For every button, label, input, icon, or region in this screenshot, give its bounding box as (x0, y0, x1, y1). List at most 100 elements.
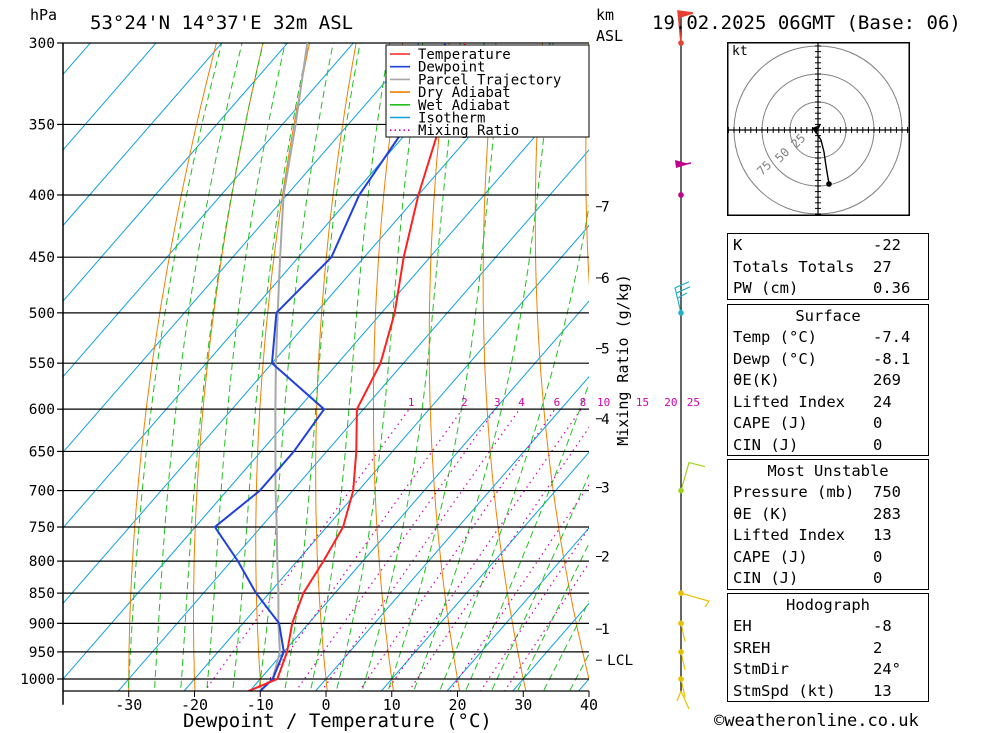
surface-row: θE(K) 269 (728, 369, 928, 391)
legend-label: Isotherm (418, 111, 485, 127)
dry-adiabat-line (635, 7, 731, 710)
pressure-tick-label: 900 (29, 616, 55, 632)
wind-barb-line (680, 461, 706, 491)
legend-label: Temperature (418, 47, 511, 63)
mixing-ratio-axis-title: Mixing Ratio (g/kg) (614, 274, 632, 446)
isotherm-line (63, 43, 354, 378)
row-label: CIN (J) (733, 435, 799, 454)
row-value: 0 (873, 414, 883, 432)
dry-adiabat-line (128, 43, 217, 691)
pressure-tick-label: 400 (29, 188, 55, 204)
row-label: CAPE (J) (733, 414, 808, 432)
wind-barb-flag (677, 10, 694, 44)
mixing-ratio-label: 20 (664, 396, 677, 409)
surface-row: Temp (°C) -7.4 (728, 326, 928, 348)
hodo-table-row: StmSpd (kt) 13 (728, 680, 928, 702)
hodo-table-row: SREH 2 (728, 637, 928, 659)
surface-row: CAPE (J) 0 (728, 412, 928, 434)
surface-row: Dewp (°C) -8.1 (728, 348, 928, 370)
wet-adiabat-line (232, 43, 309, 691)
most-unstable-row: CIN (J) 0 (728, 567, 928, 589)
wet-adiabat-line (180, 43, 264, 691)
wet-adiabat-line (127, 43, 223, 691)
dry-adiabat-line (585, 43, 589, 287)
index-row-totals: Totals Totals 27 (733, 257, 892, 276)
index-row-k: K -22 (733, 236, 901, 254)
wind-barb (678, 676, 686, 698)
legend-label: Parcel Trajectory (418, 72, 561, 88)
wind-barb (675, 159, 692, 198)
pressure-tick-label: 700 (29, 484, 55, 500)
hodograph-unit-label: kt (732, 44, 748, 59)
mixing-ratio-line (503, 561, 589, 691)
dry-adiabat-line (193, 43, 264, 691)
storm-motion-marker (812, 125, 820, 134)
wind-barb-line (680, 623, 686, 642)
dry-adiabat-line (534, 43, 589, 682)
pressure-tick-label: 800 (29, 554, 55, 570)
dry-adiabat-line (957, 7, 1000, 710)
row-label: SREH (733, 638, 771, 657)
row-label: StmDir (733, 660, 789, 678)
row-label: Lifted Index (733, 392, 845, 411)
height-tick-label: 3 (601, 481, 610, 497)
surface-table: Surface Temp (°C) -7.4 Dewp (°C) -8.1 θE(K) 2… (727, 304, 929, 456)
isotherm-line (63, 43, 223, 227)
row-value: 269 (873, 371, 901, 389)
row-label: Dewp (°C) (733, 349, 817, 368)
height-unit-asl-label: ASL (596, 27, 624, 45)
row-value: 0 (873, 547, 883, 566)
legend-label: Dewpoint (418, 60, 485, 76)
temperature-tick-label: 10 (383, 696, 401, 714)
mixing-ratio-line (295, 408, 496, 691)
pressure-tick-label: 850 (29, 586, 55, 602)
row-value: -8.1 (873, 349, 911, 368)
pressure-tick-label: 500 (29, 306, 55, 322)
most-unstable-table: Most Unstable Pressure (mb) 750 θE (K) 283 L… (727, 459, 929, 590)
wet-adiabat-line (206, 43, 286, 691)
hodograph-end-dot (826, 181, 832, 187)
temperature-tick-label: 40 (580, 696, 598, 714)
row-label: θE (K) (733, 504, 789, 523)
wind-barb-surface-line (676, 690, 690, 710)
index-row-pw: PW (cm) 0.36 (733, 279, 911, 297)
row-value: -8 (873, 617, 892, 635)
row-label: EH (733, 617, 752, 635)
height-tick-label: 2 (601, 549, 610, 565)
row-value: 13 (873, 526, 892, 544)
row-value: 2 (873, 638, 883, 657)
mixing-ratio-label: 10 (597, 396, 610, 409)
mixing-ratio-line (408, 426, 589, 691)
wind-barb-dot (678, 310, 684, 316)
wind-barb-line (680, 162, 692, 166)
dry-adiabat-line (255, 43, 311, 691)
x-axis-title: Dewpoint / Temperature (°C) (183, 710, 492, 732)
indices-table: K -22 Totals Totals 27 PW (cm) 0.36 (727, 233, 929, 300)
legend-label: Wet Adiabat (418, 98, 511, 114)
wind-barb (678, 620, 686, 642)
temperature-tick-label: -10 (247, 696, 274, 714)
pressure-tick-label: 650 (29, 444, 55, 460)
hodograph-table-title: Hodograph (786, 596, 870, 614)
row-label: Lifted Index (733, 526, 845, 544)
height-tick-label: 7 (601, 200, 610, 216)
wind-barb (674, 281, 691, 316)
isotherm-line (63, 43, 91, 76)
row-label: CAPE (J) (733, 547, 808, 566)
temperature-tick-label: 30 (514, 696, 532, 714)
isotherm-line (63, 43, 420, 454)
row-value: 0 (873, 569, 883, 587)
mixing-ratio-label: 3 (494, 396, 501, 409)
mixing-ratio-line (386, 408, 582, 691)
hodo-table-row: EH -8 (728, 615, 928, 637)
temperature-tick-label: 0 (321, 696, 330, 714)
mixing-ratio-label: 4 (518, 396, 525, 409)
wind-barb (678, 649, 686, 671)
row-value: 0 (873, 435, 883, 454)
wet-adiabat-line (361, 43, 461, 691)
row-label: θE(K) (733, 371, 780, 389)
row-value: 24 (873, 392, 892, 411)
height-tick-label: 4 (601, 412, 610, 428)
mixing-ratio-line (320, 408, 521, 691)
